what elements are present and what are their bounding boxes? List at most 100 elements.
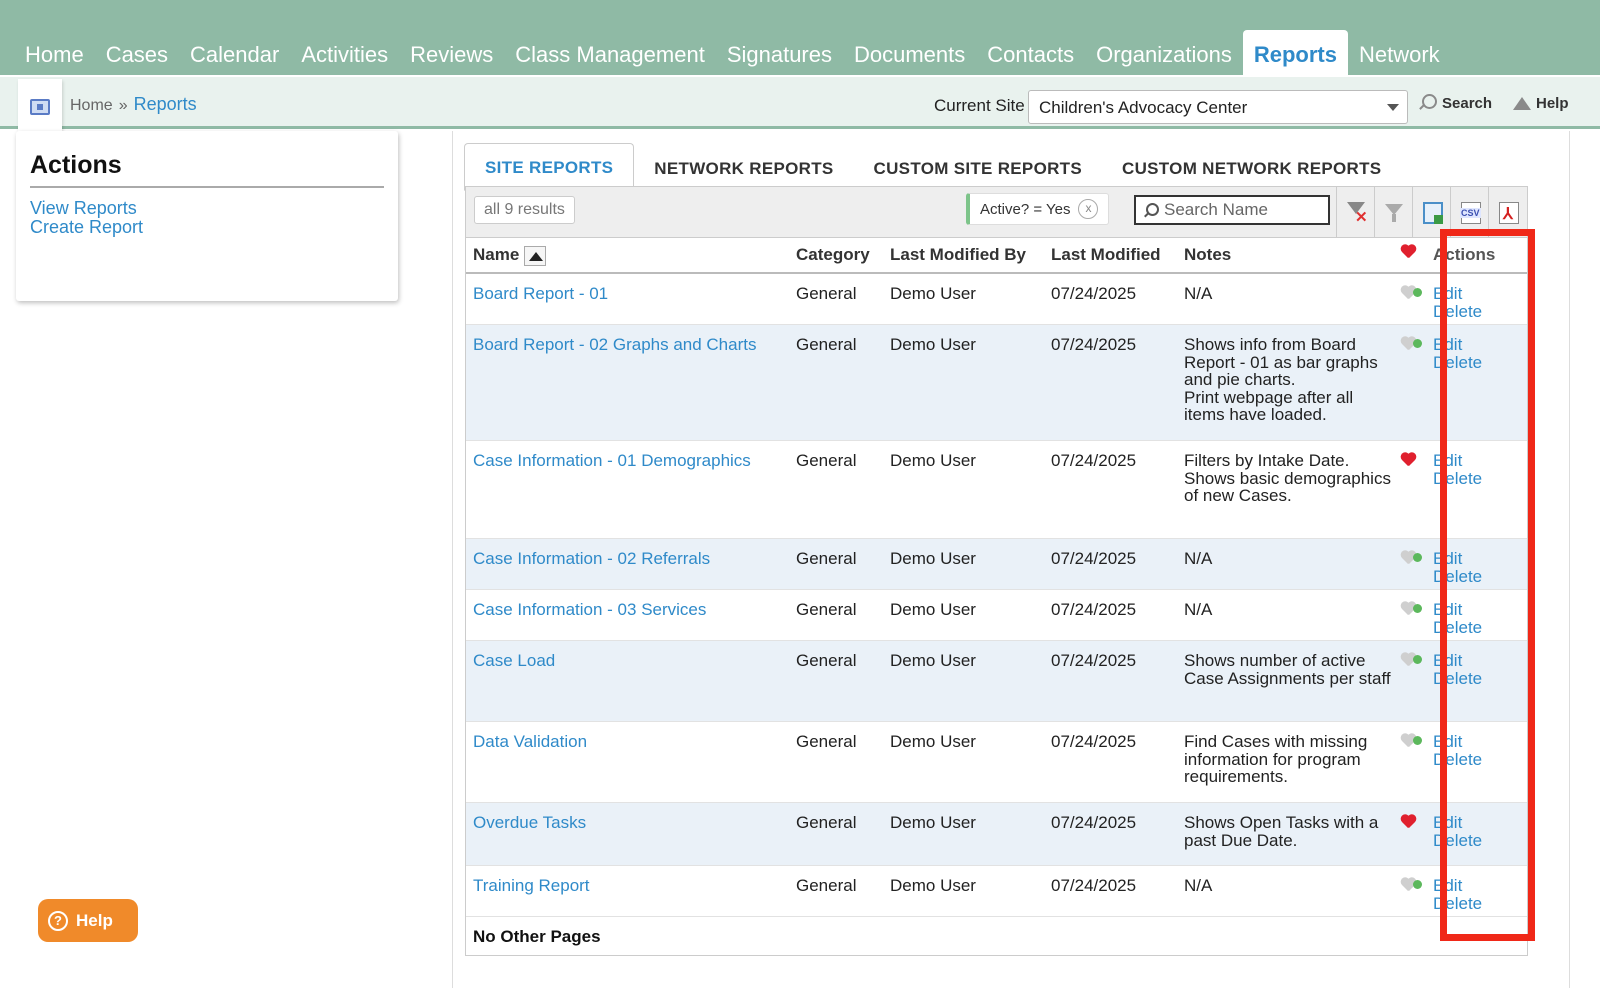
report-name-link[interactable]: Training Report [473, 876, 590, 895]
column-header-category[interactable]: Category [796, 245, 870, 264]
export-pdf-button[interactable] [1488, 187, 1526, 237]
report-last-modified: 07/24/2025 [1051, 876, 1137, 895]
report-notes: Shows info from Board Report - 01 as bar… [1184, 335, 1378, 424]
report-notes: N/A [1184, 876, 1213, 895]
clear-filter-icon [1347, 202, 1368, 226]
add-favorite-icon[interactable] [1400, 286, 1422, 304]
tab-site-reports[interactable]: SITE REPORTS [464, 143, 635, 191]
table-row: Case Information - 03 Services General Dem… [466, 590, 1527, 641]
clear-filters-button[interactable] [1336, 187, 1374, 237]
filter-clear-button[interactable]: x [1078, 199, 1099, 219]
add-favorite-icon[interactable] [1400, 878, 1422, 896]
column-header-last-modified[interactable]: Last Modified [1051, 245, 1161, 264]
breadcrumb-reports[interactable]: Reports [133, 94, 197, 114]
report-name-link[interactable]: Data Validation [473, 732, 588, 751]
report-notes: Filters by Intake Date. Shows basic demo… [1184, 451, 1391, 505]
search-button[interactable]: Search [1418, 94, 1492, 112]
top-nav-bar: Home Cases Calendar Activities Reviews Class … [0, 0, 1600, 75]
report-last-modified: 07/24/2025 [1051, 813, 1137, 832]
add-favorite-icon[interactable] [1400, 602, 1422, 620]
report-name-link[interactable]: Overdue Tasks [473, 813, 587, 832]
current-site-label: Current Site [934, 96, 1025, 115]
nav-tab-class-management[interactable]: Class Management [515, 42, 705, 67]
column-header-name-label: Name [473, 245, 520, 264]
help-label: Help [1536, 94, 1569, 112]
table-body: Board Report - 01 General Demo User 07/24/2… [466, 274, 1527, 917]
report-last-modified: 07/24/2025 [1051, 732, 1137, 751]
report-name-link[interactable]: Case Information - 01 Demographics [473, 451, 751, 470]
nav-tab-reports[interactable]: Reports [1242, 30, 1348, 75]
sort-ascending-icon[interactable] [524, 245, 547, 266]
nav-tab-documents[interactable]: Documents [854, 42, 966, 67]
export-excel-button[interactable] [1412, 187, 1450, 237]
nav-tab-contacts[interactable]: Contacts [987, 42, 1075, 67]
add-favorite-icon[interactable] [1400, 337, 1422, 355]
nav-tab-signatures[interactable]: Signatures [726, 42, 832, 67]
help-button[interactable]: ? Help [38, 899, 138, 942]
filter-button[interactable] [1374, 187, 1412, 237]
report-last-modified-by: Demo User [890, 335, 976, 354]
pagination-status: No Other Pages [473, 927, 601, 946]
help-link[interactable]: Help [1512, 94, 1569, 112]
report-category: General [796, 876, 857, 895]
report-last-modified: 07/24/2025 [1051, 549, 1137, 568]
report-name-link[interactable]: Case Information - 03 Services [473, 600, 707, 619]
report-name-link[interactable]: Case Load [473, 651, 556, 670]
export-icons [1336, 187, 1526, 237]
nav-tab-network[interactable]: Network [1358, 42, 1440, 67]
column-header-last-modified-by[interactable]: Last Modified By [890, 245, 1027, 264]
current-site-select[interactable]: Children's Advocacy Center [1028, 90, 1408, 124]
breadcrumb-separator: » [118, 97, 128, 114]
nav-tab-home[interactable]: Home [25, 42, 84, 67]
tab-network-reports[interactable]: NETWORK REPORTS [654, 159, 834, 178]
export-csv-button[interactable] [1450, 187, 1488, 237]
filter-chip-label: Active? = Yes [980, 200, 1071, 218]
favorite-heart-icon[interactable] [1400, 815, 1416, 833]
nav-tab-calendar[interactable]: Calendar [190, 42, 280, 67]
table-row: Board Report - 01 General Demo User 07/24/2… [466, 274, 1527, 325]
report-last-modified-by: Demo User [890, 732, 976, 751]
column-header-actions: Actions [1433, 245, 1496, 264]
search-name-input[interactable]: Search Name [1134, 195, 1330, 225]
report-last-modified-by: Demo User [890, 876, 976, 895]
add-favorite-icon[interactable] [1400, 551, 1422, 569]
tab-custom-network-reports[interactable]: CUSTOM NETWORK REPORTS [1122, 159, 1382, 178]
chevron-down-icon [1387, 104, 1399, 111]
create-report-link[interactable]: Create Report [30, 217, 144, 237]
report-notes: N/A [1184, 284, 1213, 303]
breadcrumb-home[interactable]: Home [70, 97, 113, 114]
report-notes: Find Cases with missing information for … [1184, 732, 1368, 786]
table-footer: No Other Pages [466, 917, 1527, 955]
report-name-link[interactable]: Board Report - 02 Graphs and Charts [473, 335, 757, 354]
nav-tab-reviews[interactable]: Reviews [410, 42, 494, 67]
report-category: General [796, 813, 857, 832]
help-button-label: Help [76, 910, 113, 930]
favorite-header-icon [1400, 244, 1416, 264]
pdf-icon [1499, 202, 1519, 224]
reports-table: Name Category Last Modified By Last Modi… [465, 238, 1528, 956]
actions-title: Actions [30, 151, 122, 179]
table-row: Case Information - 02 Referrals General De… [466, 539, 1527, 590]
tab-custom-site-reports[interactable]: CUSTOM SITE REPORTS [873, 159, 1082, 178]
report-last-modified-by: Demo User [890, 651, 976, 670]
question-icon: ? [48, 910, 68, 931]
add-favorite-icon[interactable] [1400, 653, 1422, 671]
column-header-name[interactable]: Name [473, 245, 547, 266]
dashboard-icon[interactable] [18, 79, 62, 137]
nav-tab-organizations[interactable]: Organizations [1096, 42, 1232, 67]
report-category: General [796, 451, 857, 470]
table-toolbar: all 9 results Active? = Yes x Search Nam… [465, 186, 1528, 238]
filter-icon [1385, 202, 1405, 224]
report-name-link[interactable]: Board Report - 01 [473, 284, 609, 303]
report-last-modified: 07/24/2025 [1051, 451, 1137, 470]
report-last-modified-by: Demo User [890, 549, 976, 568]
add-favorite-icon[interactable] [1400, 734, 1422, 752]
actions-column-highlight [1440, 229, 1535, 941]
nav-tab-activities[interactable]: Activities [301, 42, 389, 67]
nav-tab-cases[interactable]: Cases [105, 42, 169, 67]
favorite-heart-icon[interactable] [1400, 453, 1416, 471]
report-notes: N/A [1184, 600, 1213, 619]
view-reports-link[interactable]: View Reports [30, 198, 137, 218]
report-name-link[interactable]: Case Information - 02 Referrals [473, 549, 711, 568]
csv-icon [1460, 202, 1481, 224]
